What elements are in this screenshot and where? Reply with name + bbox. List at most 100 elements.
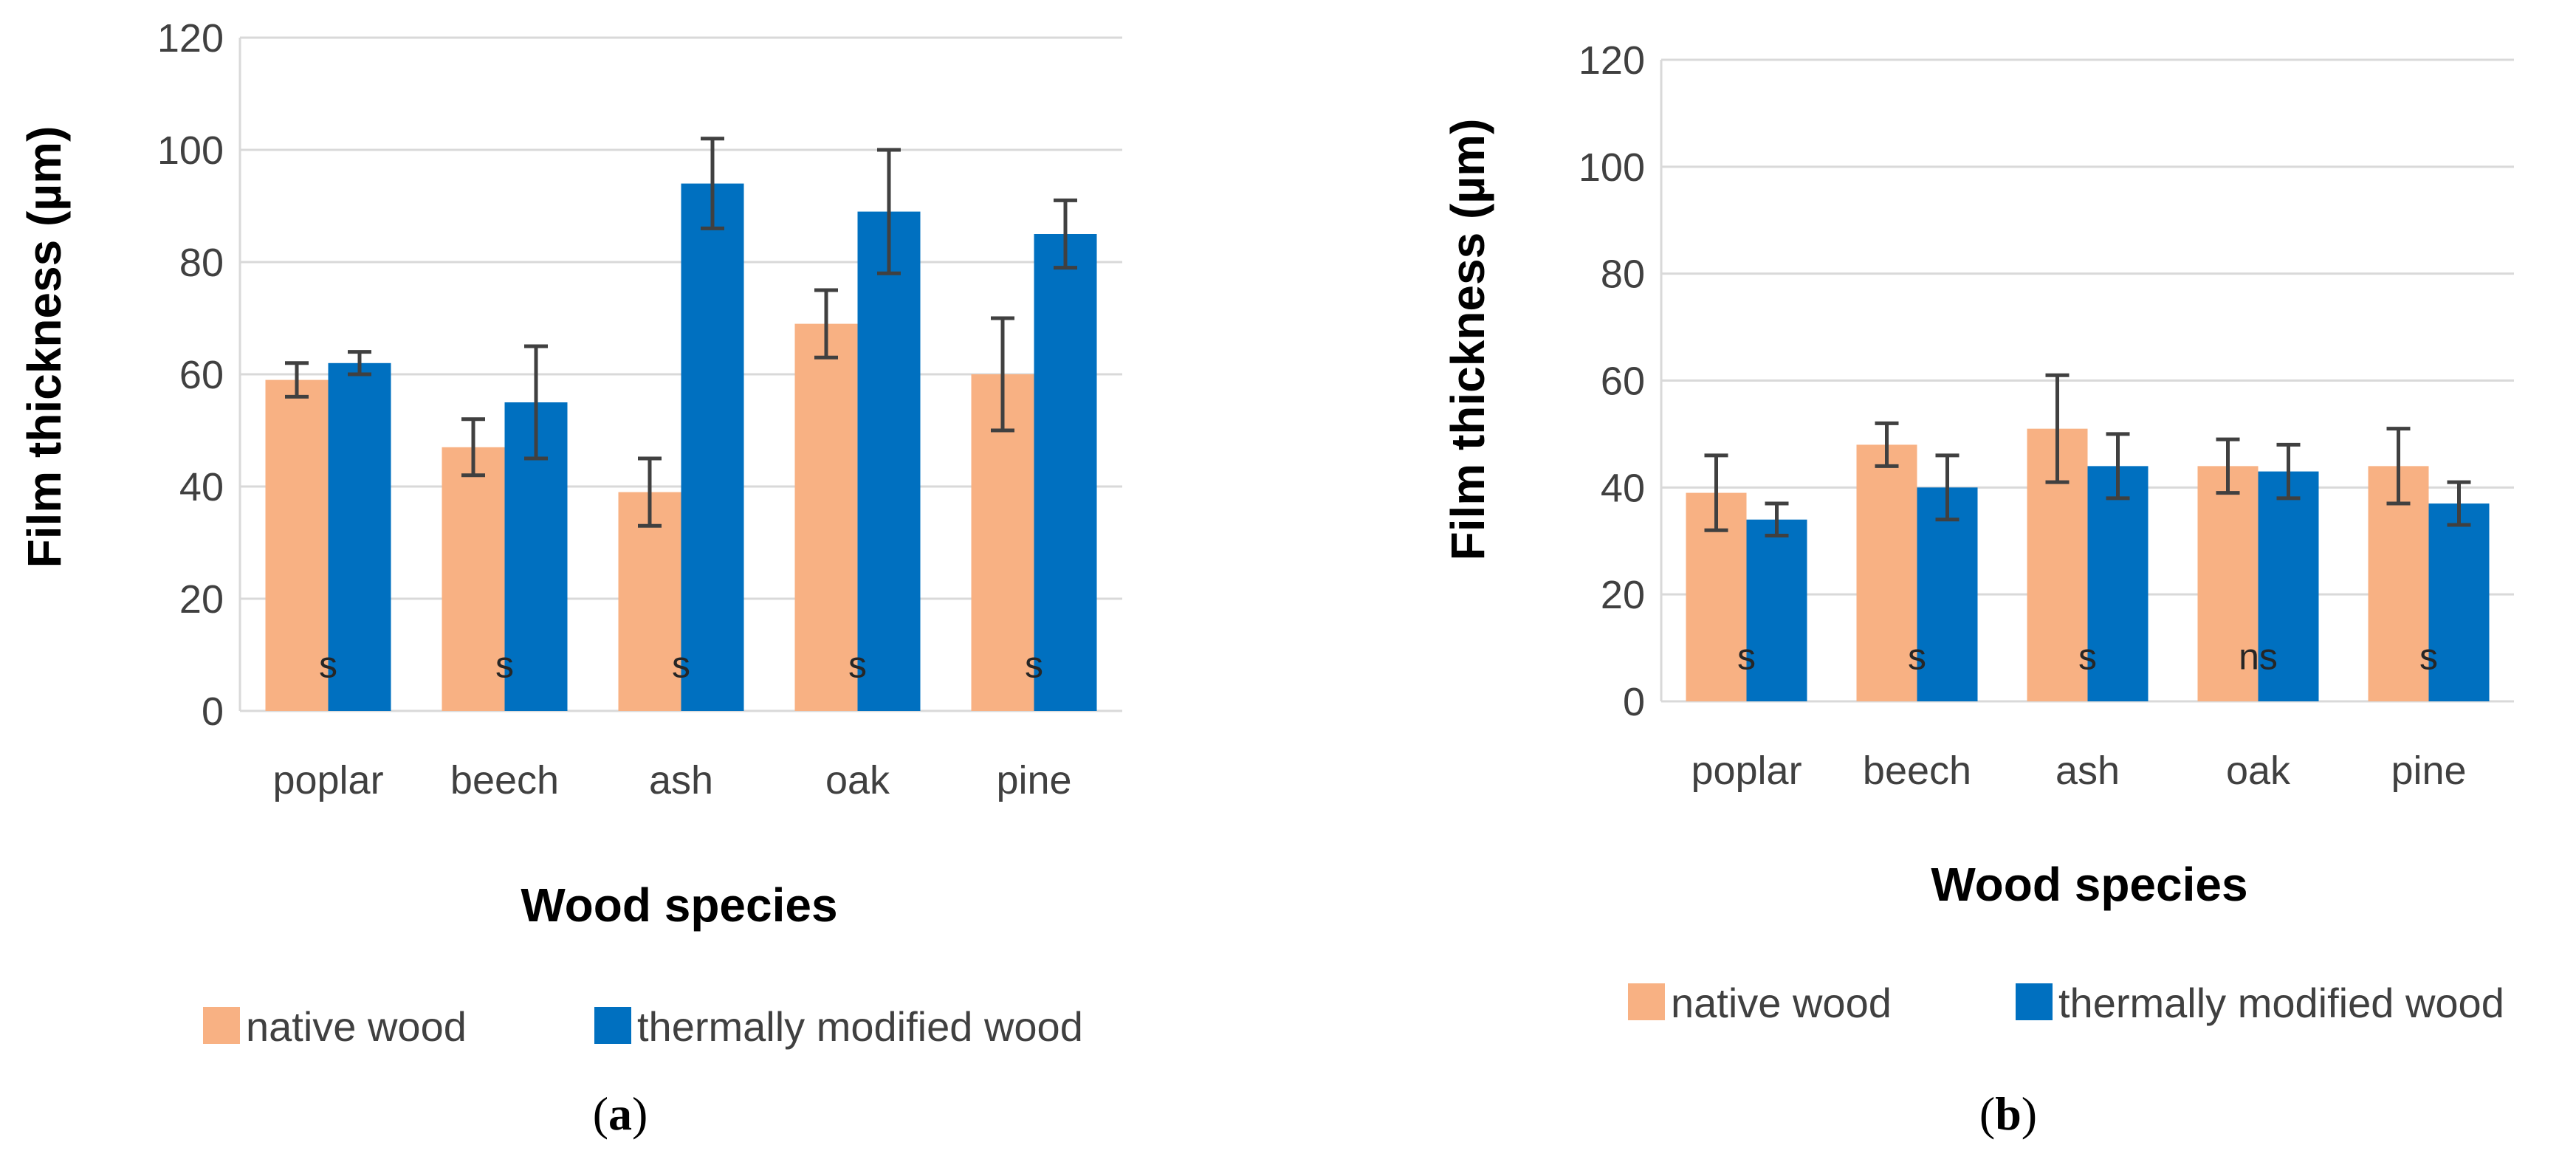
error-bar-thermal-pine xyxy=(2447,480,2471,527)
error-bar-thermal-ash xyxy=(2106,432,2130,501)
panel-label-open: ( xyxy=(1979,1087,1995,1140)
error-bar-thermal-poplar xyxy=(1765,501,1789,538)
error-bar-native-ash xyxy=(2045,373,2070,484)
y-tick-labels: 0 20 40 60 80 100 120 xyxy=(157,16,224,734)
y-tick-label: 100 xyxy=(157,128,224,173)
y-tick-label: 40 xyxy=(1601,466,1645,510)
bar-thermal-oak xyxy=(857,211,921,712)
x-tick-label-beech: beech xyxy=(450,758,559,802)
y-tick-label: 40 xyxy=(179,465,224,509)
bar-thermal-beech xyxy=(1917,487,1978,701)
legend-swatch-native xyxy=(1628,983,1665,1020)
legend-swatch-thermal xyxy=(594,1007,631,1044)
panel-label-close: ) xyxy=(632,1087,648,1140)
significance-labels: s s s ns s xyxy=(1737,636,2438,678)
error-bar-thermal-pine xyxy=(1054,198,1077,270)
y-axis-title: Film thickness (µm) xyxy=(18,126,71,568)
bar-thermal-ash xyxy=(681,183,744,712)
significance-label-ash: s xyxy=(672,644,690,685)
y-tick-label: 0 xyxy=(1623,680,1645,724)
bar-native-oak xyxy=(2197,466,2259,701)
bar-thermal-poplar xyxy=(328,362,391,711)
bar-thermal-poplar xyxy=(1746,519,1807,701)
y-tick-label: 80 xyxy=(179,241,224,285)
x-tick-label-pine: pine xyxy=(996,758,1071,802)
bar-native-beech xyxy=(442,447,505,711)
legend-label-thermal: thermally modified wood xyxy=(637,1003,1083,1050)
bar-thermal-ash xyxy=(2087,466,2149,701)
y-tick-label: 120 xyxy=(1579,38,1645,83)
x-tick-label-pine: pine xyxy=(2391,749,2466,793)
panel-label-open: ( xyxy=(593,1087,608,1140)
legend: native wood thermally modified wood xyxy=(203,1003,1083,1050)
y-axis-title: Film thickness (µm) xyxy=(1441,119,1494,561)
x-tick-label-ash: ash xyxy=(649,758,713,802)
y-tick-label: 100 xyxy=(1579,145,1645,190)
error-bar-native-ash xyxy=(638,456,662,528)
bar-native-oak xyxy=(794,323,858,712)
x-tick-labels: poplar beech ash oak pine xyxy=(1691,749,2466,793)
error-bar-native-poplar xyxy=(1704,453,1728,532)
y-tick-label: 20 xyxy=(179,577,224,622)
y-tick-label: 80 xyxy=(1601,252,1645,297)
error-bar-thermal-beech xyxy=(524,344,548,461)
y-tick-label: 120 xyxy=(157,16,224,61)
y-tick-label: 60 xyxy=(1601,360,1645,404)
error-bar-native-oak xyxy=(814,288,838,360)
legend-swatch-thermal xyxy=(2016,983,2053,1020)
x-tick-labels: poplar beech ash oak pine xyxy=(272,758,1071,802)
bar-thermal-pine xyxy=(1034,234,1097,711)
panel-label-a: (a) xyxy=(593,1087,648,1140)
legend-label-thermal: thermally modified wood xyxy=(2058,980,2504,1026)
y-tick-label: 20 xyxy=(1601,573,1645,617)
bar-thermal-pine xyxy=(2428,503,2490,701)
error-bar-native-poplar xyxy=(285,361,309,399)
error-bar-native-pine xyxy=(991,316,1014,433)
significance-label-oak: s xyxy=(848,644,867,685)
error-bar-native-pine xyxy=(2386,427,2411,506)
significance-label-oak: ns xyxy=(2239,636,2278,678)
bar-native-poplar xyxy=(265,379,329,711)
error-bar-thermal-ash xyxy=(701,137,724,230)
panel-label-b: (b) xyxy=(1979,1087,2037,1140)
error-bars xyxy=(1704,373,2471,538)
significance-label-poplar: s xyxy=(1737,636,1756,678)
y-tick-label: 60 xyxy=(179,353,224,397)
legend-label-native: native wood xyxy=(246,1003,467,1050)
x-tick-label-poplar: poplar xyxy=(272,758,383,802)
bar-native-beech xyxy=(1856,444,1917,701)
error-bar-native-beech xyxy=(1875,421,1899,468)
x-tick-label-ash: ash xyxy=(2055,749,2120,793)
panel-label-close: ) xyxy=(2022,1087,2037,1140)
legend-swatch-native xyxy=(203,1007,240,1044)
error-bar-thermal-poplar xyxy=(348,350,371,377)
x-tick-label-oak: oak xyxy=(825,758,890,802)
error-bar-native-oak xyxy=(2216,437,2240,495)
error-bars xyxy=(285,137,1077,528)
error-bar-thermal-oak xyxy=(877,148,901,275)
x-tick-label-beech: beech xyxy=(1863,749,1971,793)
significance-label-beech: s xyxy=(1908,636,1926,678)
error-bar-thermal-oak xyxy=(2276,442,2301,501)
panel-label-letter: b xyxy=(1995,1087,2022,1140)
x-tick-label-oak: oak xyxy=(2226,749,2291,793)
legend-label-native: native wood xyxy=(1671,980,1892,1026)
y-tick-label: 0 xyxy=(202,690,224,734)
bar-native-ash xyxy=(618,492,681,711)
significance-label-pine: s xyxy=(2419,636,2438,678)
legend: native wood thermally modified wood xyxy=(1628,980,2504,1026)
x-tick-label-poplar: poplar xyxy=(1691,749,1802,793)
significance-label-beech: s xyxy=(495,644,514,685)
significance-label-poplar: s xyxy=(319,644,337,685)
panel-label-letter: a xyxy=(608,1087,632,1140)
chart-panel-b: 0 20 40 60 80 100 120 s s s ns s poplar beech ash oak… xyxy=(1441,38,2514,1140)
significance-label-pine: s xyxy=(1025,644,1043,685)
x-axis-title: Wood species xyxy=(521,879,837,932)
significance-label-ash: s xyxy=(2078,636,2097,678)
bars xyxy=(265,183,1097,712)
bar-thermal-oak xyxy=(2258,471,2319,701)
y-tick-labels: 0 20 40 60 80 100 120 xyxy=(1579,38,1645,724)
